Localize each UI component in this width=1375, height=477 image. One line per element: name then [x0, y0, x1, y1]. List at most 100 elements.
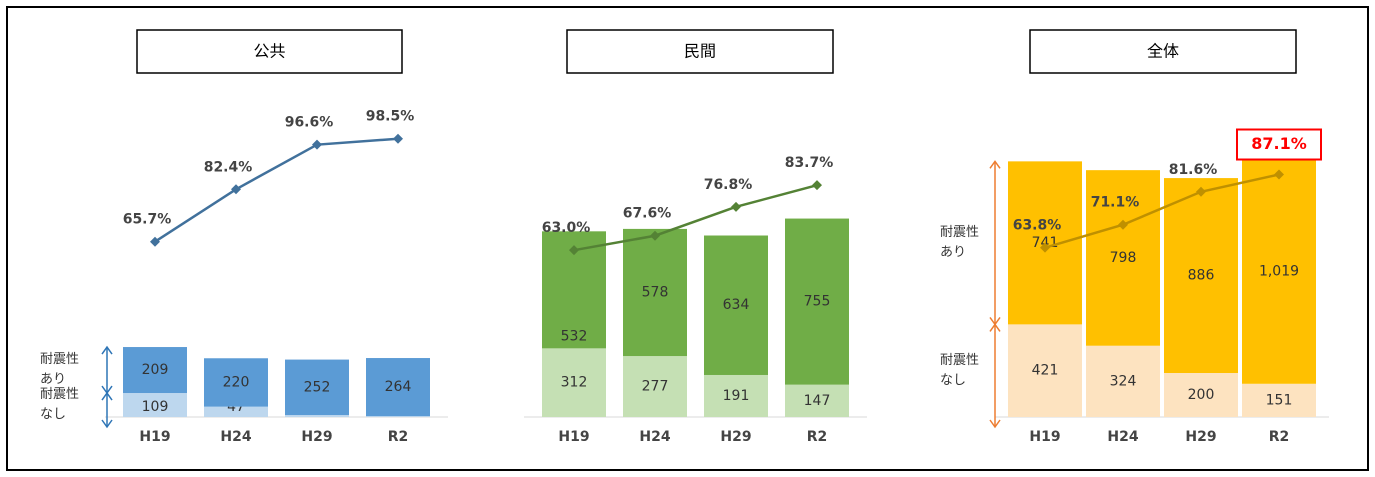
line: [1044, 173, 1280, 249]
bar-segment: [1164, 178, 1238, 373]
bar-label: 421: [1032, 363, 1059, 379]
bar-segment: [285, 415, 349, 417]
bar-segment: [366, 358, 430, 417]
highlight-box: [1236, 128, 1322, 161]
bar-segment: [366, 416, 430, 417]
bar-label: 1,019: [1259, 264, 1299, 280]
bar-segment: [623, 228, 687, 357]
bar-segment: [704, 374, 768, 417]
bar-segment: [542, 348, 606, 417]
x-tick-label: R2: [807, 429, 828, 445]
bar-label: 109: [142, 399, 169, 415]
arrow-head: [989, 323, 1001, 332]
line-label: 71.1%: [1091, 195, 1140, 211]
x-tick-label: H29: [301, 429, 332, 445]
bar-label: 147: [804, 393, 831, 409]
title-box: [566, 29, 834, 74]
legend-label: 耐震性 なし: [40, 387, 80, 422]
line-marker: [650, 230, 660, 241]
line-marker: [312, 139, 322, 150]
bar-segment: [123, 347, 187, 394]
bar-segment: [123, 393, 187, 417]
bar-segment: [1242, 159, 1316, 384]
bar-label: 209: [142, 362, 169, 378]
line-label: 82.4%: [204, 159, 253, 175]
arrow-head: [989, 160, 1001, 169]
line: [573, 183, 818, 252]
x-tick-label: H24: [639, 429, 670, 445]
bar-label: 886: [1188, 268, 1215, 284]
bar-label: 324: [1110, 373, 1137, 389]
x-tick-label: R2: [1269, 429, 1290, 445]
x-tick-label: H29: [720, 429, 751, 445]
line-marker: [1040, 242, 1050, 253]
arrow-head: [101, 419, 113, 429]
bar-label: 220: [223, 374, 250, 390]
line-marker: [393, 133, 403, 144]
arrow-head: [101, 391, 113, 401]
line-marker: [731, 201, 741, 212]
panel-title: 民間: [684, 42, 716, 61]
bar-segment: [785, 384, 849, 417]
legend-label: 耐震性 なし: [940, 352, 980, 388]
x-tick-label: H19: [1029, 429, 1060, 445]
bar-segment: [204, 406, 268, 417]
bar-segment: [1086, 345, 1160, 417]
x-tick-label: H19: [139, 429, 170, 445]
bar-label: 264: [385, 379, 412, 395]
bar-segment: [1008, 324, 1082, 417]
bar-label: 755: [804, 294, 831, 310]
line-marker: [1274, 169, 1284, 180]
bar-label: 532: [561, 328, 588, 344]
x-tick-label: H19: [558, 429, 589, 445]
bar-segment: [1164, 373, 1238, 417]
line-label: 98.5%: [366, 109, 415, 125]
line-marker: [569, 245, 579, 256]
bar-label: 151: [1266, 392, 1293, 408]
legend-label: 耐震性 あり: [40, 352, 80, 388]
bar-segment: [285, 359, 349, 416]
bar-label: 578: [642, 284, 669, 300]
x-tick-label: H24: [220, 429, 251, 445]
title-box: [136, 29, 403, 74]
arrow-head: [101, 345, 113, 355]
bar-segment: [785, 218, 849, 385]
bar-label: 200: [1188, 387, 1215, 403]
bar-label: 312: [561, 375, 588, 391]
panel-title: 全体: [1147, 42, 1179, 61]
line-label: 76.8%: [704, 177, 753, 193]
arrow-head: [989, 419, 1001, 429]
line-marker: [1118, 219, 1128, 230]
legend-label: 耐震性 あり: [940, 224, 980, 260]
bar-label: 252: [304, 379, 331, 395]
line-label: 87.1%: [1251, 134, 1307, 153]
line-marker: [231, 184, 241, 195]
line-label: 63.0%: [542, 220, 591, 236]
bar-label: 634: [723, 297, 750, 313]
bar-label: 277: [642, 379, 669, 395]
line-marker: [150, 236, 160, 247]
title-box: [1029, 29, 1297, 74]
line-label: 96.6%: [285, 115, 334, 131]
frame: [6, 6, 1369, 471]
bar-segment: [204, 358, 268, 407]
line-marker: [812, 180, 822, 191]
line-marker: [1196, 186, 1206, 197]
line-label: 81.6%: [1169, 162, 1218, 178]
bar-label: 191: [723, 388, 750, 404]
line-label: 65.7%: [123, 212, 172, 228]
x-tick-label: H24: [1107, 429, 1138, 445]
bar-segment: [704, 235, 768, 375]
line-label: 63.8%: [1013, 218, 1062, 234]
panel-title: 公共: [253, 42, 285, 61]
x-tick-label: H29: [1185, 429, 1216, 445]
bar-segment: [1086, 170, 1160, 346]
bar-label: 798: [1110, 250, 1137, 266]
x-tick-label: R2: [388, 429, 409, 445]
line: [154, 137, 399, 243]
line-label: 67.6%: [623, 206, 672, 222]
line-label: 83.7%: [785, 155, 834, 171]
bar-segment: [623, 356, 687, 417]
